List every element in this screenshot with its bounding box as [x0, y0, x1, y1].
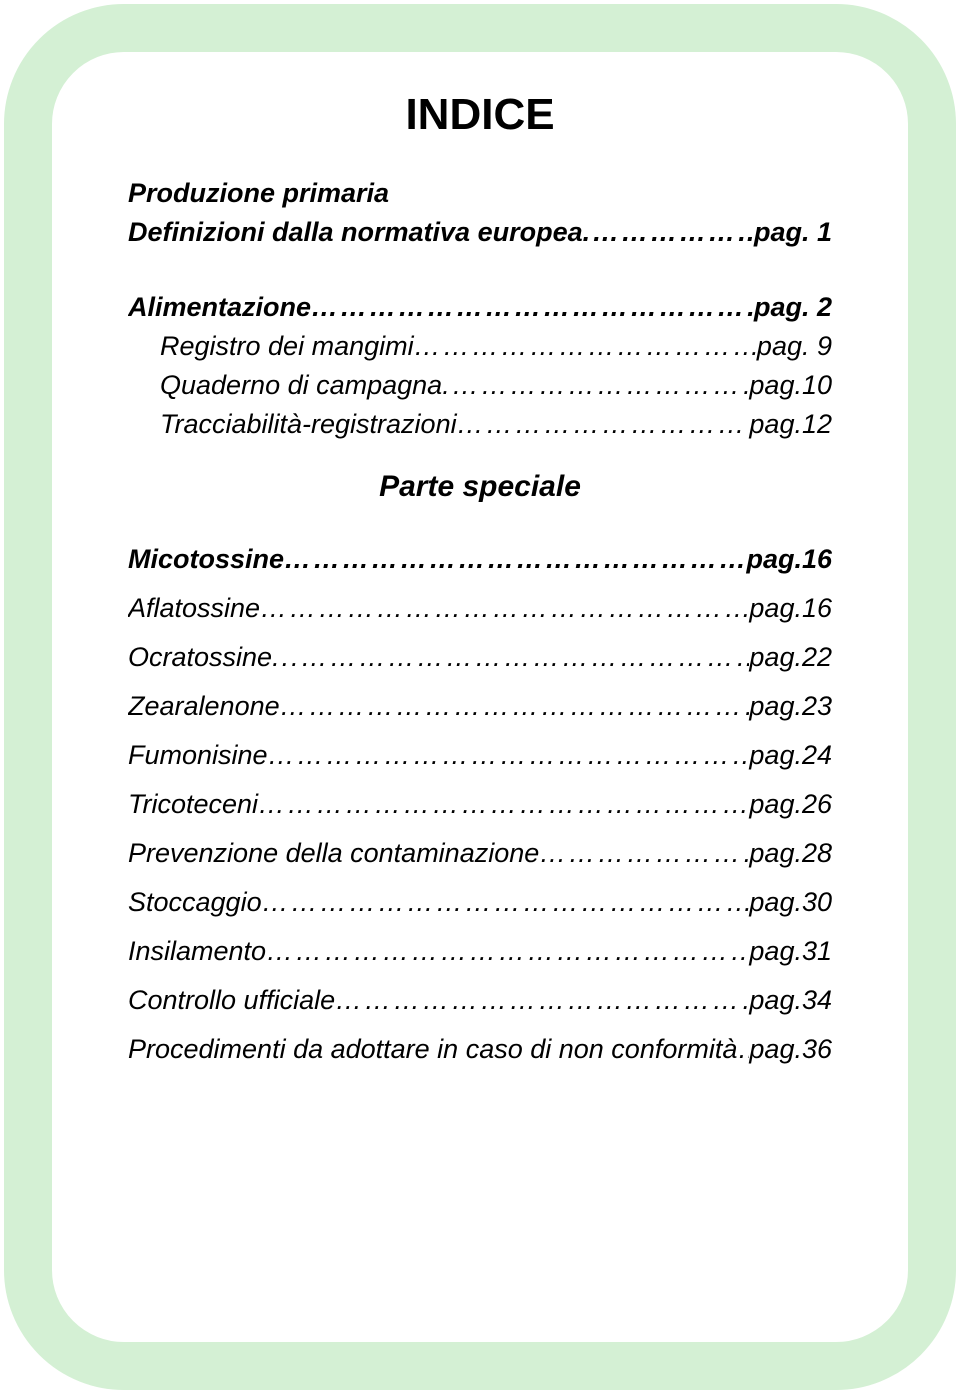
- toc-entry: Alimentazione ………………………………………………………. pag…: [128, 292, 832, 323]
- entry-label: Quaderno di campagna: [160, 370, 442, 401]
- page-title: INDICE: [128, 90, 832, 140]
- leader-dots: .…………………………………………...: [442, 370, 749, 401]
- entry-page: pag.16: [749, 593, 832, 624]
- entry-page: pag. 9: [757, 331, 832, 362]
- entry-page: pag.31: [749, 936, 832, 967]
- entry-label: Tricoteceni: [128, 789, 258, 820]
- toc-entry: Fumonisine ……………………………………………………………. pag.…: [128, 740, 832, 771]
- entry-page: pag.36: [749, 1034, 832, 1065]
- entry-label: Registro dei mangimi: [160, 331, 414, 362]
- entry-label: Fumonisine: [128, 740, 268, 771]
- toc-entry: Aflatossine ……………………………………………………………. pag…: [128, 593, 832, 624]
- toc-entry: Controllo ufficiale ………………………………………………….…: [128, 985, 832, 1016]
- entry-label: Produzione primaria: [128, 178, 389, 208]
- leader-dots: …………………………………………………………: [284, 544, 746, 575]
- leader-dots: …………...: [737, 1034, 749, 1065]
- entry-page: pag.23: [749, 691, 832, 722]
- leader-dots: …………………………………………………………….: [258, 789, 749, 820]
- subtitle: Parte speciale: [128, 470, 832, 504]
- entry-label: Insilamento: [128, 936, 266, 967]
- entry-page: pag.28: [749, 838, 832, 869]
- toc-entry: Registro dei mangimi ……………………………………………….…: [128, 331, 832, 362]
- leader-dots: .……………………….: [583, 217, 754, 248]
- entry-label: Controllo ufficiale: [128, 985, 335, 1016]
- toc-entry: Stoccaggio ……………………………………………………………. pag.…: [128, 887, 832, 918]
- toc-entry: Ocratossine ...…………………………………………………….. pa…: [128, 642, 832, 673]
- entry-label: Aflatossine: [128, 593, 260, 624]
- toc-entry: Zearalenone …………………………………………………………... pa…: [128, 691, 832, 722]
- leader-dots: …………………………………………………………...: [280, 691, 750, 722]
- entry-page: pag.10: [749, 370, 832, 401]
- toc-entry: Procedimenti da adottare in caso di non …: [128, 1034, 832, 1065]
- toc-entry: Definizioni dalla normativa europea .…………: [128, 217, 832, 248]
- toc-entry: Produzione primaria: [128, 178, 832, 209]
- leader-dots: …………………………………………………………….: [266, 936, 749, 967]
- toc-entry: Micotossine ………………………………………………………… pag.1…: [128, 544, 832, 575]
- page-frame: INDICE Produzione primaria Definizioni d…: [4, 4, 956, 1390]
- entry-label: Definizioni dalla normativa europea: [128, 217, 583, 248]
- leader-dots: …………………………………………………………….: [260, 593, 749, 624]
- entry-page: pag.16: [746, 544, 832, 575]
- toc-entry: Tracciabilità-registrazioni …………………………………: [128, 409, 832, 440]
- entry-page: pag.34: [749, 985, 832, 1016]
- entry-page: pag.26: [749, 789, 832, 820]
- toc-entry: Insilamento ……………………………………………………………. pag…: [128, 936, 832, 967]
- entry-page: pag.24: [749, 740, 832, 771]
- leader-dots: ...……………………………………………………..: [272, 642, 749, 673]
- leader-dots: …………………………………………………………….: [268, 740, 750, 771]
- leader-dots: …………………………………………………..: [335, 985, 749, 1016]
- entry-label: Procedimenti da adottare in caso di non …: [128, 1034, 737, 1065]
- leader-dots: …………………………...: [539, 838, 749, 869]
- entry-label: Prevenzione della contaminazione: [128, 838, 539, 869]
- entry-page: pag. 2: [754, 292, 832, 323]
- entry-label: Stoccaggio: [128, 887, 262, 918]
- leader-dots: …………………………………………………………….: [262, 887, 750, 918]
- entry-page: pag.30: [749, 887, 832, 918]
- entry-label: Tracciabilità-registrazioni: [160, 409, 457, 440]
- entry-label: Zearalenone: [128, 691, 280, 722]
- entry-label: Alimentazione: [128, 292, 311, 323]
- leader-dots: ……………………………………………..: [457, 409, 750, 440]
- entry-label: Ocratossine: [128, 642, 272, 673]
- entry-page: pag. 1: [754, 217, 832, 248]
- toc-entry: Quaderno di campagna .…………………………………………..…: [128, 370, 832, 401]
- toc-entry: Prevenzione della contaminazione ……………………: [128, 838, 832, 869]
- content-area: INDICE Produzione primaria Definizioni d…: [128, 72, 832, 1266]
- entry-page: pag.22: [749, 642, 832, 673]
- toc-entry: Tricoteceni ……………………………………………………………. pag…: [128, 789, 832, 820]
- entry-label: Micotossine: [128, 544, 284, 575]
- leader-dots: ………………………………………………...: [414, 331, 757, 362]
- leader-dots: ……………………………………………………….: [311, 292, 754, 323]
- entry-page: pag.12: [749, 409, 832, 440]
